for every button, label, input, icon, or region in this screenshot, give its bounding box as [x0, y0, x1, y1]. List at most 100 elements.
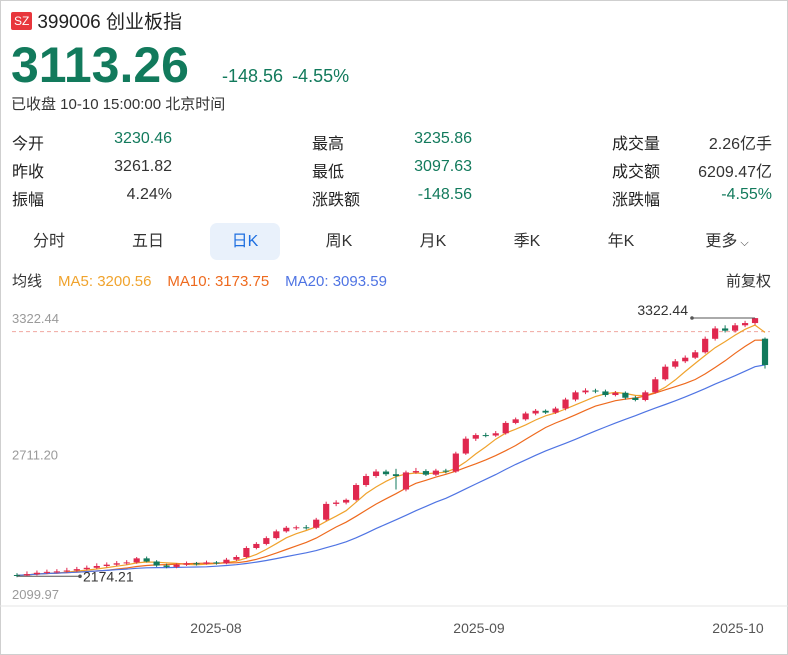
- candle-body: [273, 531, 280, 539]
- chevron-down-icon: ⌵: [740, 237, 749, 249]
- candle-body: [442, 470, 449, 472]
- candle-body: [761, 338, 769, 366]
- tab-monthly-k[interactable]: 月K: [419, 233, 447, 250]
- tab-five-day[interactable]: 五日: [131, 233, 164, 250]
- stat-value: 4.24%: [126, 186, 172, 203]
- candle-body: [243, 548, 250, 558]
- candle-body: [83, 567, 90, 570]
- max-annotation-dot: [690, 316, 694, 320]
- candle-body: [283, 527, 290, 532]
- stat-label: 涨跌额: [312, 192, 361, 209]
- adjust-toggle[interactable]: 前复权: [725, 273, 771, 290]
- candle-body: [572, 392, 579, 400]
- candle-body: [392, 474, 400, 477]
- candle-body: [462, 438, 469, 454]
- ma-legend-title: 均线: [12, 273, 43, 290]
- tab-yearly-k[interactable]: 年K: [607, 233, 635, 250]
- candle-body: [163, 565, 170, 567]
- stat-value: 3097.63: [414, 158, 472, 175]
- change-value: -148.56: [222, 66, 284, 86]
- last-price: 3113.26: [11, 37, 189, 93]
- candle-body: [323, 503, 330, 520]
- stat-label: 涨跌幅: [612, 192, 661, 209]
- ma20-line: [16, 364, 766, 576]
- stat-value: 3230.46: [114, 130, 172, 147]
- stat-label: 最低: [312, 164, 345, 181]
- candle-body: [33, 572, 41, 575]
- candle-body: [412, 471, 420, 473]
- candle-body: [712, 328, 719, 339]
- market-status: 已收盘 10-10 15:00:00 北京时间: [11, 96, 226, 113]
- candle-body: [741, 323, 749, 326]
- candle-body: [492, 433, 499, 436]
- candle-body: [223, 559, 230, 564]
- ma5-line: [16, 324, 766, 576]
- candle-body: [642, 392, 649, 400]
- y-axis-label: 2099.97: [12, 587, 59, 602]
- candle-body: [113, 563, 120, 565]
- candle-body: [293, 527, 300, 529]
- candle-body: [173, 564, 180, 567]
- candle-body: [632, 397, 639, 400]
- candle-body: [63, 570, 70, 572]
- ma20-label: MA20: 3093.59: [285, 273, 387, 290]
- tab-more[interactable]: 更多 ⌵: [692, 223, 762, 260]
- min-annotation-dot: [78, 574, 82, 579]
- candle-body: [532, 410, 539, 414]
- ma5-label: MA5: 3200.56: [58, 273, 152, 290]
- candle-body: [103, 564, 110, 566]
- candle-body: [372, 471, 380, 477]
- candle-body: [362, 476, 370, 486]
- candle-body: [652, 379, 659, 393]
- x-axis-label: 2025-09: [453, 620, 505, 636]
- stat-label: 振幅: [12, 192, 45, 209]
- candle-body: [512, 419, 519, 423]
- tab-quarterly-k[interactable]: 季K: [513, 233, 541, 250]
- candle-body: [303, 527, 310, 529]
- stat-value: 2.26亿手: [708, 136, 772, 153]
- candle-body: [432, 470, 439, 475]
- ma10-line: [16, 339, 766, 576]
- candle-body: [751, 318, 759, 324]
- stat-value: 6209.47亿: [698, 164, 772, 181]
- period-tabs: 分时 五日 日K 周K 月K 季K 年K 更多 ⌵: [12, 223, 776, 260]
- candle-body: [592, 390, 599, 392]
- candle-body: [23, 574, 31, 576]
- tab-daily-k[interactable]: 日K: [210, 223, 280, 260]
- candle-body: [153, 561, 160, 566]
- candle-body: [702, 338, 709, 353]
- x-axis-label: 2025-08: [190, 620, 242, 636]
- candle-body: [353, 485, 360, 500]
- candle-body: [482, 435, 489, 437]
- candle-body: [253, 543, 260, 549]
- y-axis-label: 3322.44: [12, 311, 59, 326]
- change-percent: -4.55%: [292, 66, 350, 86]
- candle-body: [552, 408, 559, 413]
- tab-intraday[interactable]: 分时: [32, 233, 65, 250]
- stat-value: 3235.86: [414, 130, 472, 147]
- stat-label: 成交额: [612, 164, 661, 181]
- price-change: -148.56 -4.55%: [222, 66, 358, 87]
- tab-weekly-k[interactable]: 周K: [325, 233, 353, 250]
- candle-body: [622, 392, 629, 398]
- candle-body: [502, 422, 509, 434]
- candle-body: [402, 472, 410, 490]
- candle-body: [612, 392, 619, 396]
- candle-body: [233, 557, 240, 560]
- candle-body: [333, 502, 340, 504]
- stat-value: -148.56: [417, 186, 472, 203]
- candle-body: [203, 562, 210, 564]
- tab-more-label: 更多: [705, 233, 738, 250]
- candle-body: [13, 574, 21, 576]
- exchange-badge: SZ: [11, 11, 33, 30]
- candle-body: [452, 453, 459, 472]
- candle-body: [722, 328, 729, 331]
- candle-body: [422, 471, 429, 475]
- candle-body: [343, 499, 350, 503]
- candle-body: [522, 413, 529, 420]
- stat-value: -4.55%: [721, 186, 772, 203]
- stat-label: 昨收: [12, 164, 45, 181]
- candle-body: [692, 352, 699, 358]
- stat-value: 3261.82: [114, 158, 172, 175]
- candle-body: [43, 571, 50, 573]
